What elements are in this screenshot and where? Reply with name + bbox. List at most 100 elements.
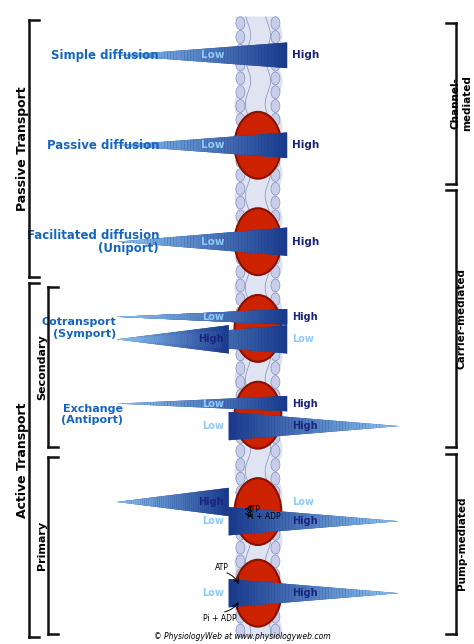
Polygon shape xyxy=(125,403,128,404)
Polygon shape xyxy=(135,499,137,504)
Polygon shape xyxy=(286,417,289,435)
Polygon shape xyxy=(210,490,212,514)
Polygon shape xyxy=(222,399,225,408)
Polygon shape xyxy=(328,515,331,527)
Polygon shape xyxy=(210,138,213,153)
Polygon shape xyxy=(176,332,178,347)
Polygon shape xyxy=(173,332,174,346)
Polygon shape xyxy=(199,313,202,321)
Polygon shape xyxy=(176,334,179,345)
Polygon shape xyxy=(260,509,263,533)
Polygon shape xyxy=(182,314,185,320)
Polygon shape xyxy=(385,425,388,427)
Text: Pi + ADP: Pi + ADP xyxy=(203,614,237,623)
Polygon shape xyxy=(328,421,331,432)
Polygon shape xyxy=(255,581,257,605)
Polygon shape xyxy=(279,228,282,255)
Polygon shape xyxy=(156,402,159,406)
Polygon shape xyxy=(134,402,137,404)
Polygon shape xyxy=(148,53,151,58)
Polygon shape xyxy=(208,399,210,408)
Polygon shape xyxy=(311,586,314,600)
Polygon shape xyxy=(300,418,303,434)
Polygon shape xyxy=(331,587,334,599)
Polygon shape xyxy=(165,496,167,508)
Circle shape xyxy=(271,279,280,292)
Polygon shape xyxy=(122,55,125,56)
Polygon shape xyxy=(120,339,122,340)
Circle shape xyxy=(271,141,280,154)
Text: (Symport): (Symport) xyxy=(53,328,116,339)
Polygon shape xyxy=(337,588,340,598)
Polygon shape xyxy=(264,327,267,352)
Polygon shape xyxy=(134,316,137,317)
Polygon shape xyxy=(205,234,208,249)
Polygon shape xyxy=(139,337,142,341)
Polygon shape xyxy=(188,236,191,248)
Polygon shape xyxy=(159,402,162,406)
Polygon shape xyxy=(145,402,148,405)
Polygon shape xyxy=(276,326,279,353)
Polygon shape xyxy=(186,493,188,511)
Polygon shape xyxy=(253,230,256,253)
Text: Low: Low xyxy=(201,50,224,61)
Circle shape xyxy=(271,210,280,223)
Polygon shape xyxy=(151,336,154,343)
Circle shape xyxy=(236,583,245,596)
Polygon shape xyxy=(242,398,245,410)
Polygon shape xyxy=(283,417,286,436)
Polygon shape xyxy=(343,516,346,526)
Polygon shape xyxy=(391,592,394,594)
Circle shape xyxy=(236,375,245,388)
Text: ATP: ATP xyxy=(246,505,261,514)
Polygon shape xyxy=(116,488,229,516)
Polygon shape xyxy=(282,43,284,68)
Polygon shape xyxy=(154,402,156,406)
Polygon shape xyxy=(250,135,253,156)
Polygon shape xyxy=(282,309,284,325)
Polygon shape xyxy=(245,46,247,65)
Text: Low: Low xyxy=(202,421,224,431)
Polygon shape xyxy=(205,399,208,408)
Polygon shape xyxy=(122,316,125,317)
Circle shape xyxy=(236,307,245,319)
Polygon shape xyxy=(245,311,247,323)
Polygon shape xyxy=(266,510,269,533)
Polygon shape xyxy=(137,144,139,147)
Polygon shape xyxy=(178,494,180,510)
Text: Low: Low xyxy=(292,497,313,507)
Polygon shape xyxy=(239,136,242,155)
Polygon shape xyxy=(148,337,151,342)
Circle shape xyxy=(236,486,245,499)
Circle shape xyxy=(236,527,245,540)
Polygon shape xyxy=(157,497,159,507)
Polygon shape xyxy=(184,330,186,348)
Circle shape xyxy=(271,527,280,540)
Polygon shape xyxy=(139,240,142,244)
Polygon shape xyxy=(229,507,232,535)
Polygon shape xyxy=(228,330,230,349)
Polygon shape xyxy=(148,143,151,148)
Polygon shape xyxy=(236,311,239,323)
Polygon shape xyxy=(128,316,130,317)
Polygon shape xyxy=(242,328,245,350)
Polygon shape xyxy=(213,48,216,63)
Polygon shape xyxy=(119,339,122,340)
Polygon shape xyxy=(191,400,193,407)
Polygon shape xyxy=(363,423,365,429)
Polygon shape xyxy=(320,587,323,600)
Polygon shape xyxy=(279,309,282,325)
Polygon shape xyxy=(125,241,128,243)
Polygon shape xyxy=(154,497,155,507)
Polygon shape xyxy=(243,580,246,606)
Polygon shape xyxy=(363,590,365,596)
Polygon shape xyxy=(230,137,233,154)
Polygon shape xyxy=(377,519,380,523)
Polygon shape xyxy=(292,512,294,530)
Circle shape xyxy=(236,44,245,57)
Polygon shape xyxy=(141,498,143,506)
Circle shape xyxy=(271,169,280,182)
Circle shape xyxy=(271,583,280,596)
Polygon shape xyxy=(185,401,188,407)
Polygon shape xyxy=(146,498,148,506)
